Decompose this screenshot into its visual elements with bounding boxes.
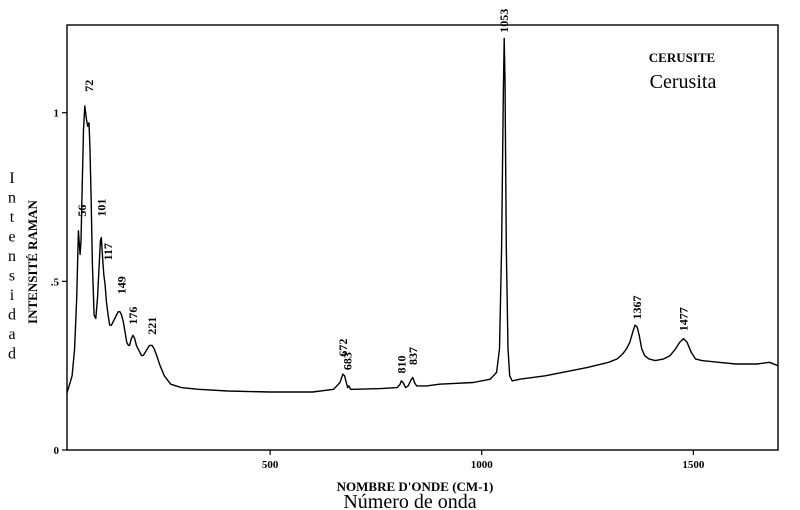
chart-subtitle: Cerusita <box>650 71 717 93</box>
peak-label: 837 <box>406 347 420 365</box>
peak-label: 672 <box>336 339 350 357</box>
x-tick-label: 1000 <box>471 459 494 471</box>
peak-label: 117 <box>101 243 115 260</box>
x-axis-ticks: 500 1000 1500 <box>262 450 705 471</box>
peak-label: 149 <box>115 276 129 294</box>
peak-label: 1053 <box>497 9 511 33</box>
peak-label: 1477 <box>677 307 691 331</box>
peak-label: 683 <box>341 352 355 370</box>
peak-label: 101 <box>94 199 108 217</box>
x-axis-label-secondary: Número de onda <box>343 491 476 510</box>
spectrum-line <box>66 37 779 393</box>
y-axis-ticks: 0.51 <box>51 108 67 457</box>
chart-title: CERUSITE <box>649 50 715 65</box>
y-tick-label: 0 <box>54 445 60 457</box>
peak-label: 221 <box>145 317 159 335</box>
y-axis-label: INTENSITÉ RAMAN <box>25 199 40 323</box>
peak-label: 810 <box>394 356 408 374</box>
plot-frame <box>66 24 779 451</box>
peak-label: 56 <box>75 205 89 217</box>
y-tick-label: .5 <box>51 276 60 288</box>
peak-label: 1367 <box>630 296 644 320</box>
peak-label: 72 <box>82 80 96 92</box>
y-tick-label: 1 <box>54 108 60 120</box>
x-tick-label: 500 <box>262 459 279 471</box>
x-axis-label: NOMBRE D'ONDE (CM-1) <box>337 479 494 494</box>
peak-label: 176 <box>126 307 140 325</box>
x-tick-label: 1500 <box>682 459 705 471</box>
